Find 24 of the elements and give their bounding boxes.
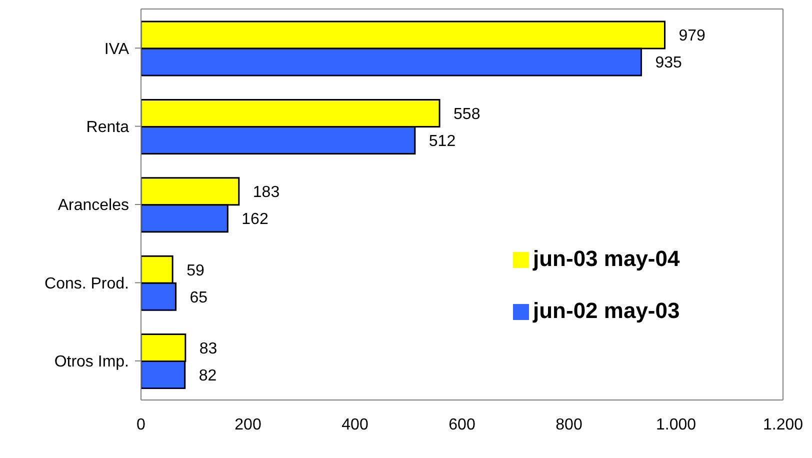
y-tick-label: Otros Imp. [54, 354, 129, 371]
x-tick-label: 400 [342, 416, 368, 434]
x-tick-label: 800 [556, 416, 582, 434]
data-label: 83 [199, 340, 218, 358]
data-label: 558 [454, 106, 480, 123]
x-tick-label: 1.200 [762, 416, 804, 434]
y-tick-label: Cons. Prod. [44, 275, 129, 292]
data-label: 59 [186, 262, 204, 280]
y-tick-label: IVA [104, 40, 130, 58]
data-label: 935 [655, 54, 682, 72]
data-label: 512 [428, 132, 456, 150]
data-label: 183 [252, 184, 280, 202]
x-tick-label: 200 [234, 416, 262, 434]
legend-label: jun-03 may-04 [533, 246, 680, 271]
data-label: 162 [242, 211, 268, 228]
y-tick-label: Renta [86, 118, 130, 136]
legend-label: jun-02 may-03 [533, 298, 680, 323]
x-tick-label: 1.000 [656, 416, 696, 434]
y-tick-label: Aranceles [58, 197, 129, 214]
data-label: 65 [190, 289, 208, 306]
x-tick-label: 0 [136, 416, 146, 434]
data-label: 82 [198, 367, 217, 384]
data-label: 979 [678, 28, 706, 45]
x-tick-label: 600 [448, 416, 476, 434]
